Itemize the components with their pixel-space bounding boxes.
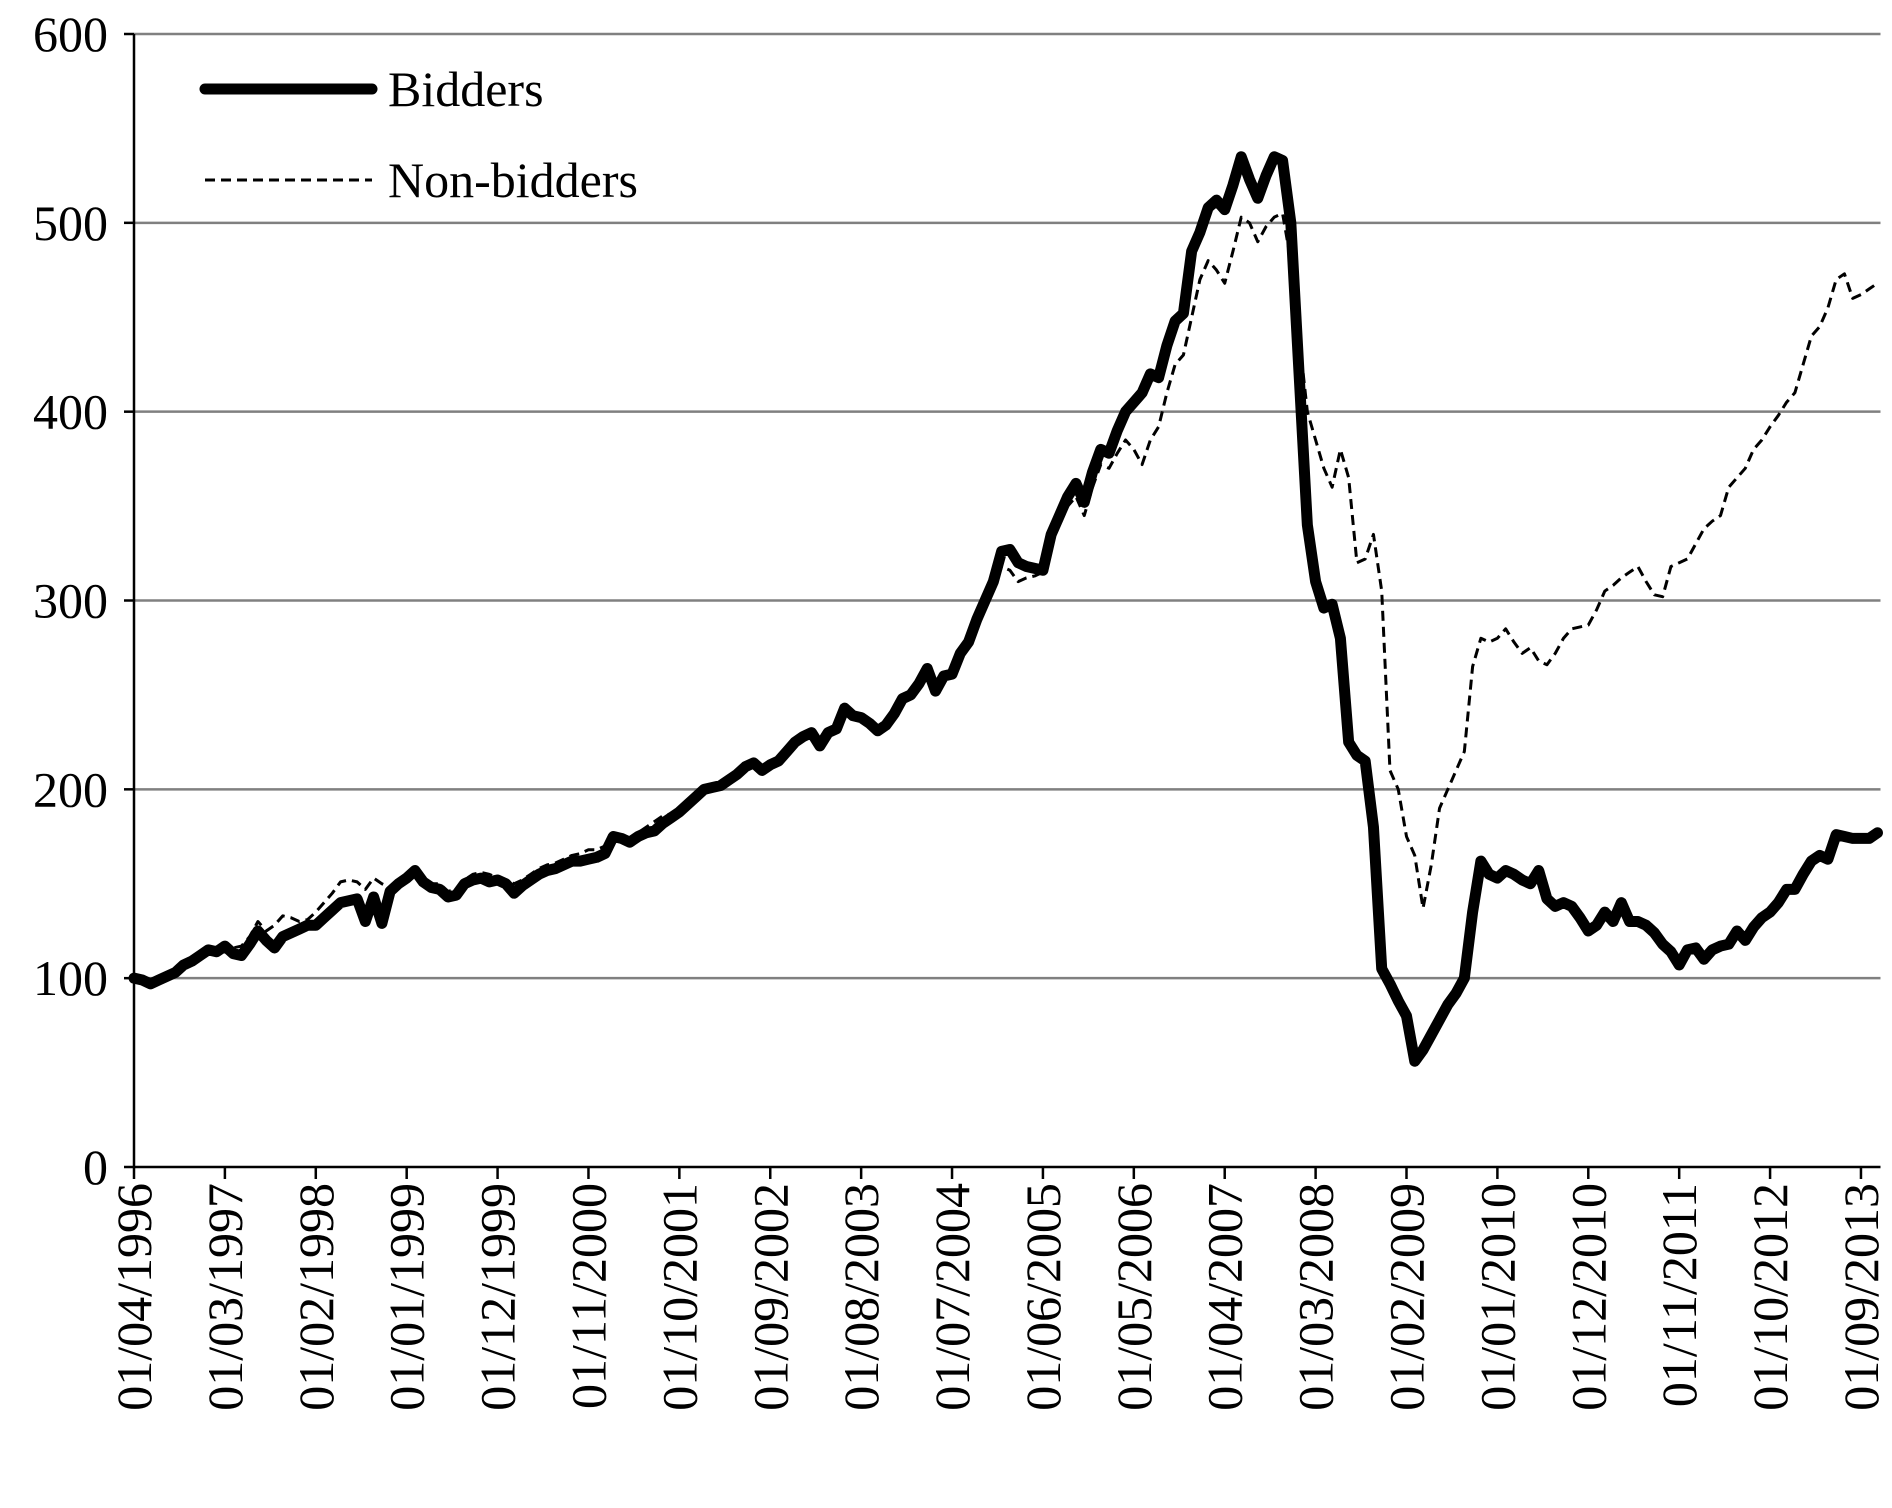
series-line [133,211,1879,984]
y-tick-label: 400 [33,384,108,440]
x-tick-label: 01/09/2013 [1833,1183,1889,1411]
x-tick-label: 01/03/2008 [1288,1183,1344,1411]
x-tick-label: 01/11/2000 [560,1183,616,1409]
x-tick-label: 01/06/2005 [1015,1183,1071,1411]
x-tick-label: 01/05/2006 [1106,1183,1162,1411]
x-tick-label: 01/01/2010 [1469,1183,1525,1411]
x-tick-label: 01/03/1997 [197,1183,253,1411]
legend-label: Non-bidders [388,152,638,208]
x-tick-label: 01/07/2004 [924,1183,980,1411]
y-tick-label: 0 [83,1139,108,1195]
x-tick-label: 01/02/2009 [1379,1183,1435,1411]
legend-label: Bidders [388,61,544,117]
x-tick-label: 01/12/1999 [470,1183,526,1411]
y-tick-label: 600 [33,6,108,62]
x-tick-label: 01/01/1999 [379,1183,435,1411]
x-tick-label: 01/08/2003 [833,1183,889,1411]
x-tick-label: 01/09/2002 [742,1183,798,1411]
x-tick-label: 01/02/1998 [288,1183,344,1411]
y-tick-label: 100 [33,950,108,1006]
y-tick-label: 200 [33,761,108,817]
x-tick-label: 01/04/1996 [106,1183,162,1411]
x-tick-label: 01/11/2011 [1651,1183,1707,1407]
x-tick-label: 01/12/2010 [1560,1183,1616,1411]
y-tick-label: 300 [33,573,108,629]
series-line [128,151,1883,1067]
x-tick-label: 01/04/2007 [1197,1183,1253,1411]
y-tick-label: 500 [33,195,108,251]
x-tick-label: 01/10/2012 [1742,1183,1798,1411]
x-tick-label: 01/10/2001 [651,1183,707,1411]
